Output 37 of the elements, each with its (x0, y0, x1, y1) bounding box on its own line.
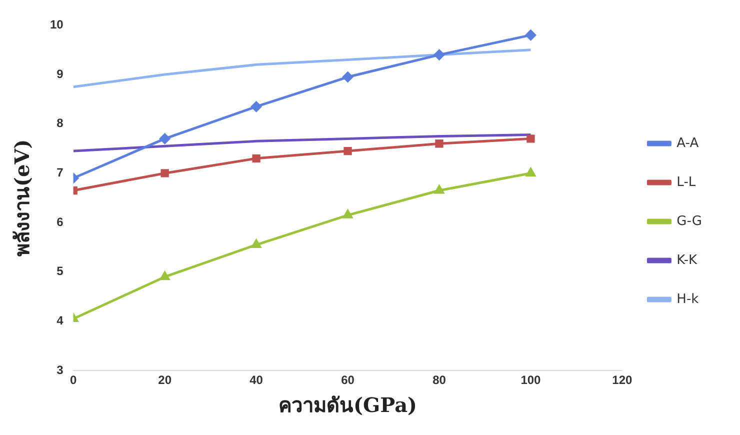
y-tick-label: 3 (56, 362, 64, 377)
point (160, 133, 170, 144)
y-tick-label: 8 (56, 116, 64, 130)
point (252, 240, 262, 248)
y-tick-label: 5 (56, 264, 64, 278)
point (434, 185, 444, 194)
point (251, 101, 262, 112)
y-axis-title: พลังงาน(eV) (10, 139, 34, 256)
point (160, 272, 170, 280)
point (526, 134, 535, 143)
point (342, 72, 354, 82)
y-tick-label: 6 (56, 214, 64, 229)
legend-label: L-L (676, 174, 696, 190)
x-tick-label: 40 (250, 373, 264, 388)
point (434, 50, 444, 60)
point (435, 140, 444, 148)
x-tick-label: 100 (520, 373, 542, 388)
legend-label: H-k (676, 292, 700, 307)
x-tick-label: 0 (70, 373, 78, 388)
x-axis-title: ความดัน(GPa) (278, 393, 417, 418)
point (252, 154, 260, 163)
point (344, 146, 352, 156)
y-tick-label: 7 (56, 166, 64, 180)
point (526, 168, 536, 176)
x-tick-label: 20 (158, 373, 172, 388)
y-tick-label: 9 (56, 66, 64, 81)
point (160, 169, 169, 178)
x-tick-label: 80 (432, 373, 446, 388)
x-tick-label: 120 (612, 373, 633, 388)
x-tick-label: 60 (341, 373, 355, 388)
legend-label: A-A (676, 136, 699, 151)
y-tick-label: 10 (50, 18, 64, 32)
point (525, 30, 536, 40)
legend-label: G-G (676, 214, 702, 229)
point (343, 210, 352, 218)
legend-label: K-K (676, 252, 698, 268)
y-tick-label: 4 (56, 314, 64, 328)
